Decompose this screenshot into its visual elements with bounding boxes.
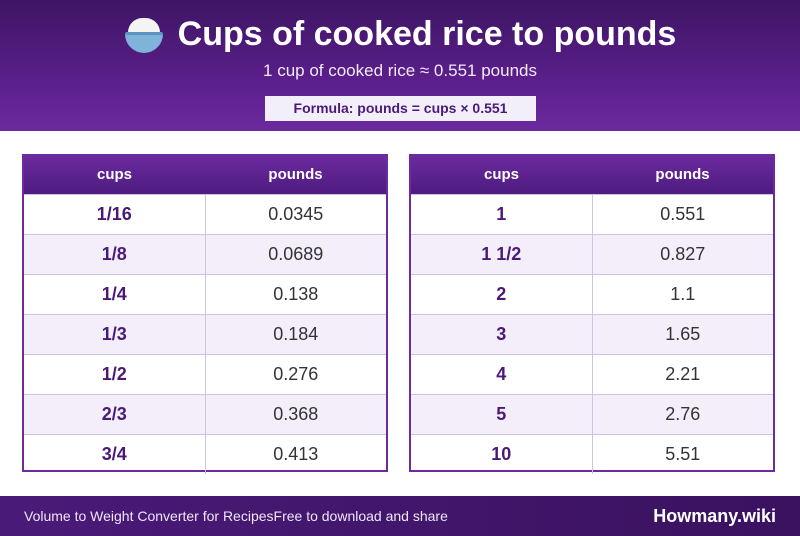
table-row: 2/3 0.368 — [24, 394, 386, 434]
cups-cell: 1/3 — [24, 315, 206, 354]
column-header-cups: cups — [96, 166, 132, 183]
table-row: 3 1.65 — [411, 314, 773, 354]
table-row: 2 1.1 — [411, 274, 773, 314]
pounds-cell: 1.65 — [665, 324, 701, 344]
pounds-cell: 0.276 — [273, 364, 319, 384]
pounds-cell: 0.0345 — [268, 204, 324, 224]
cups-cell: 2/3 — [24, 395, 206, 434]
rice-bowl-icon — [124, 16, 164, 53]
table-header: cups pounds — [411, 156, 773, 194]
page-title-row: Cups of cooked rice to pounds — [0, 14, 800, 54]
cups-cell: 4 — [411, 355, 593, 394]
pounds-cell: 0.551 — [660, 204, 706, 224]
page-subtitle: 1 cup of cooked rice ≈ 0.551 pounds — [263, 61, 537, 80]
footer-bar: Volume to Weight Converter for RecipesFr… — [0, 496, 800, 536]
pounds-cell: 0.0689 — [268, 244, 324, 264]
pounds-cell: 0.413 — [273, 444, 319, 464]
pounds-cell: 2.76 — [665, 404, 701, 424]
table-row: 1/4 0.138 — [24, 274, 386, 314]
pounds-cell: 0.138 — [273, 284, 319, 304]
conversion-table-right: cups pounds 1 0.551 1 1/2 0.827 2 1.1 3 … — [409, 154, 775, 474]
rice-icon-bowl — [124, 32, 163, 53]
cups-cell: 10 — [411, 435, 593, 474]
pounds-cell: 5.51 — [665, 444, 701, 464]
conversion-table-left: cups pounds 1/16 0.0345 1/8 0.0689 1/4 0… — [22, 154, 388, 474]
pounds-cell: 1.1 — [670, 284, 696, 304]
table-row: 1/16 0.0345 — [24, 194, 386, 234]
cups-cell: 3/4 — [24, 435, 206, 474]
table-row: 4 2.21 — [411, 354, 773, 394]
table-row: 1/8 0.0689 — [24, 234, 386, 274]
pounds-cell: 0.368 — [273, 404, 319, 424]
column-header-cups: cups — [483, 166, 519, 183]
rice-icon-top — [127, 18, 160, 36]
pounds-cell: 0.184 — [273, 324, 319, 344]
cups-cell: 1/16 — [24, 195, 206, 234]
table-row: 1 0.551 — [411, 194, 773, 234]
table-header: cups pounds — [24, 156, 386, 194]
cups-cell: 5 — [411, 395, 593, 434]
pounds-cell: 2.21 — [665, 364, 701, 384]
cups-cell: 1/8 — [24, 235, 206, 274]
column-header-pounds: pounds — [268, 166, 323, 183]
cups-cell: 2 — [411, 275, 593, 314]
column-header-pounds: pounds — [655, 166, 710, 183]
table-row: 3/4 0.413 — [24, 434, 386, 474]
table-row: 10 5.51 — [411, 434, 773, 474]
cups-cell: 1 — [411, 195, 593, 234]
footer-tagline: Volume to Weight Converter for RecipesFr… — [24, 508, 448, 524]
cups-cell: 1/4 — [24, 275, 206, 314]
cups-cell: 3 — [411, 315, 593, 354]
table-row: 1/2 0.276 — [24, 354, 386, 394]
pounds-cell: 0.827 — [660, 244, 706, 264]
table-row: 1/3 0.184 — [24, 314, 386, 354]
page-title: Cups of cooked rice to pounds — [177, 15, 677, 53]
header-banner: Cups of cooked rice to pounds 1 cup of c… — [0, 0, 800, 131]
formula-badge: Formula: pounds = cups × 0.551 — [265, 96, 536, 121]
cups-cell: 1 1/2 — [411, 235, 593, 274]
table-row: 1 1/2 0.827 — [411, 234, 773, 274]
footer-brand[interactable]: Howmany.wiki — [653, 506, 776, 526]
cups-cell: 1/2 — [24, 355, 206, 394]
table-row: 5 2.76 — [411, 394, 773, 434]
